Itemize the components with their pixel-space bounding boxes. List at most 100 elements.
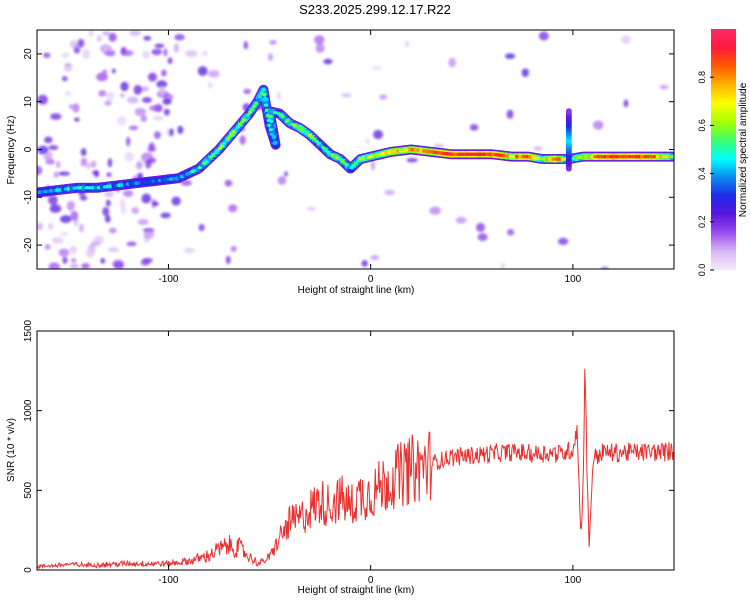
ridge-core — [257, 94, 263, 99]
spectrogram-x-tick-label: 100 — [565, 274, 582, 285]
noise-blob — [135, 161, 143, 170]
noise-blob — [469, 124, 479, 131]
colorbar-tick-label: 0.2 — [697, 216, 707, 229]
ridge-core — [81, 185, 86, 190]
ridge-core — [636, 154, 642, 159]
snr-y-ticks: 0 500 1000 1500 — [23, 319, 674, 573]
noise-blob — [370, 161, 376, 171]
noise-blob — [61, 52, 70, 59]
noise-blob — [125, 136, 131, 147]
noise-blob — [96, 72, 108, 82]
noise-blob — [86, 162, 91, 169]
noise-blob — [106, 172, 112, 177]
ridge-core — [621, 154, 626, 159]
ridge-core — [262, 93, 267, 97]
noise-blob — [108, 32, 117, 42]
ridge-core — [658, 154, 663, 159]
ridge-core — [593, 154, 598, 159]
colorbar-ticks: 0.0 0.2 0.4 0.6 0.8 — [697, 71, 714, 276]
ridge-core — [248, 110, 253, 114]
noise-blob — [58, 171, 71, 176]
noise-blob — [50, 113, 62, 120]
noise-blob — [623, 99, 629, 108]
noise-blob — [124, 152, 135, 162]
ridge-core — [618, 154, 623, 159]
ridge-core — [611, 154, 617, 159]
noise-blob — [161, 69, 167, 77]
noise-blob — [126, 96, 139, 104]
noise-blob — [143, 230, 155, 239]
ridge-core — [256, 98, 261, 102]
ridge-core — [583, 154, 589, 159]
noise-blob — [80, 157, 88, 167]
noise-blob — [51, 237, 64, 244]
noise-blob — [129, 30, 142, 36]
ridge-core — [557, 157, 562, 161]
ridge-core — [587, 154, 592, 159]
noise-blob — [58, 248, 70, 257]
spectrogram-x-tick-label: 0 — [368, 274, 374, 285]
noise-blob — [243, 88, 252, 95]
ridge-core — [590, 154, 595, 159]
noise-blob — [108, 227, 117, 234]
noise-blob — [167, 57, 173, 65]
noise-blob — [163, 108, 170, 116]
ridge-core — [261, 87, 266, 92]
noise-blob — [90, 160, 97, 168]
noise-blob — [56, 160, 61, 169]
spectrogram-x-tick-label: -100 — [158, 274, 178, 285]
ridge-core — [554, 157, 559, 161]
ridge-core — [545, 157, 550, 161]
noise-blob — [149, 105, 162, 112]
noise-blob — [74, 117, 80, 122]
ridge-core — [580, 154, 586, 159]
noise-blob — [315, 43, 325, 53]
noise-blob — [93, 170, 100, 178]
noise-blob — [306, 206, 316, 211]
noise-blob — [107, 247, 120, 253]
noise-blob — [177, 125, 184, 135]
noise-blob — [406, 157, 418, 163]
noise-blob — [140, 259, 150, 266]
noise-blob — [78, 223, 84, 233]
noise-blob — [71, 258, 77, 263]
ridge-core — [511, 154, 517, 159]
noise-blob — [126, 241, 137, 247]
noise-blob — [207, 81, 213, 89]
noise-blob — [173, 43, 179, 53]
snr-x-label: Height of straight line (km) — [298, 585, 415, 596]
noise-blob — [475, 222, 486, 233]
noise-blob — [600, 266, 609, 269]
noise-blob — [160, 212, 171, 219]
snr-line — [37, 368, 674, 570]
noise-blob — [80, 148, 87, 156]
noise-blob — [134, 107, 146, 117]
ridge-core — [633, 154, 639, 159]
noise-blob — [120, 81, 129, 92]
noise-blob — [506, 109, 514, 119]
colorbar-tick-label: 0.6 — [697, 119, 707, 132]
noise-blob — [448, 57, 457, 68]
snr-frame — [36, 330, 675, 571]
ridge-core — [272, 135, 277, 139]
ridge-core — [90, 185, 96, 190]
noise-blob — [243, 41, 249, 50]
noise-blob — [49, 204, 62, 213]
noise-blob — [69, 104, 74, 110]
ridge-core — [560, 157, 565, 161]
noise-blob — [538, 31, 549, 41]
noise-blob — [143, 35, 152, 41]
ridge-core — [271, 130, 276, 134]
snr-x-ticks: -100 0 100 — [158, 331, 582, 586]
noise-blob — [98, 90, 107, 97]
noise-blob — [171, 196, 181, 206]
noise-blob — [106, 91, 114, 101]
noise-blob — [500, 262, 506, 269]
noise-blob — [283, 171, 289, 177]
noise-blob — [66, 200, 75, 211]
noise-blob — [225, 255, 231, 265]
noise-blob — [372, 129, 384, 140]
ridge-core — [460, 152, 465, 157]
snr-y-tick-label: 1000 — [23, 399, 34, 422]
